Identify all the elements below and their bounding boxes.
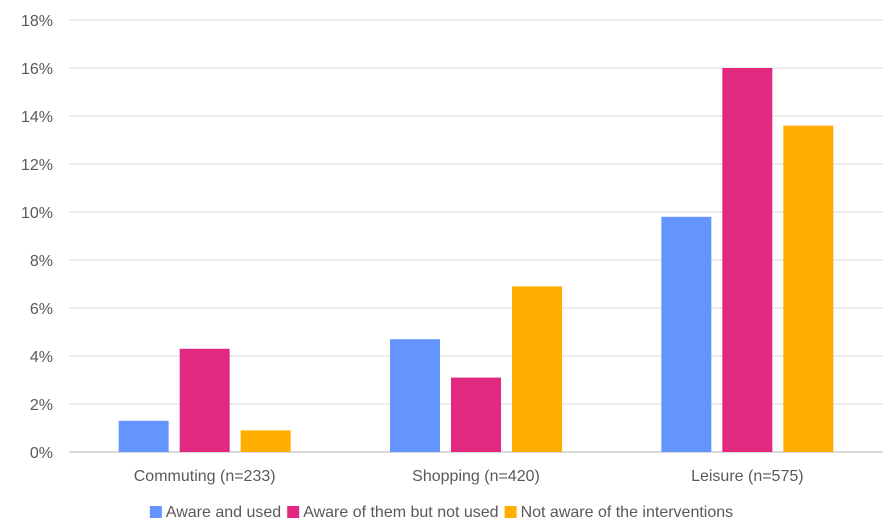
y-tick-label: 2% — [30, 397, 53, 414]
legend-swatch — [287, 506, 300, 518]
y-tick-label: 12% — [21, 157, 53, 174]
x-tick-label: Commuting (n=233) — [134, 468, 276, 485]
y-tick-label: 0% — [30, 445, 53, 462]
legend-item: Not aware of the interventions — [504, 504, 734, 521]
bar-not-aware-of-the-interventions-2 — [783, 125, 834, 452]
y-tick-label: 18% — [21, 13, 53, 30]
y-tick-label: 6% — [30, 301, 53, 318]
legend-label: Not aware of the interventions — [521, 504, 734, 521]
bars — [118, 68, 834, 452]
bar-aware-and-used-1 — [390, 339, 440, 452]
legend-label: Aware of them but not used — [303, 504, 498, 521]
bar-aware-and-used-0 — [118, 420, 169, 452]
legend: Aware and used Aware of them but not used… — [149, 504, 734, 521]
bar-not-aware-of-the-interventions-1 — [512, 286, 562, 452]
x-tick-label: Leisure (n=575) — [691, 468, 804, 485]
y-tick-label: 16% — [21, 61, 53, 78]
bar-aware-and-used-2 — [661, 216, 712, 452]
x-axis-tick-labels: Commuting (n=233) Shopping (n=420) Leisure… — [134, 468, 804, 485]
y-axis-tick-labels: 0% 2% 4% 6% 8% 10% 12% 14% 16% 18% — [21, 13, 53, 462]
y-tick-label: 8% — [30, 253, 53, 270]
legend-label: Aware and used — [166, 504, 281, 521]
bar-aware-of-them-but-not-used-1 — [451, 377, 501, 452]
legend-swatch — [149, 506, 162, 518]
bar-aware-of-them-but-not-used-0 — [179, 348, 230, 452]
y-tick-label: 14% — [21, 109, 53, 126]
bar-not-aware-of-the-interventions-0 — [240, 430, 291, 452]
legend-item: Aware and used — [149, 504, 281, 521]
y-tick-label: 10% — [21, 205, 53, 222]
y-tick-label: 4% — [30, 349, 53, 366]
x-tick-label: Shopping (n=420) — [412, 468, 540, 485]
bar-aware-of-them-but-not-used-2 — [722, 68, 773, 452]
legend-item: Aware of them but not used — [287, 504, 499, 521]
legend-swatch — [504, 506, 517, 518]
